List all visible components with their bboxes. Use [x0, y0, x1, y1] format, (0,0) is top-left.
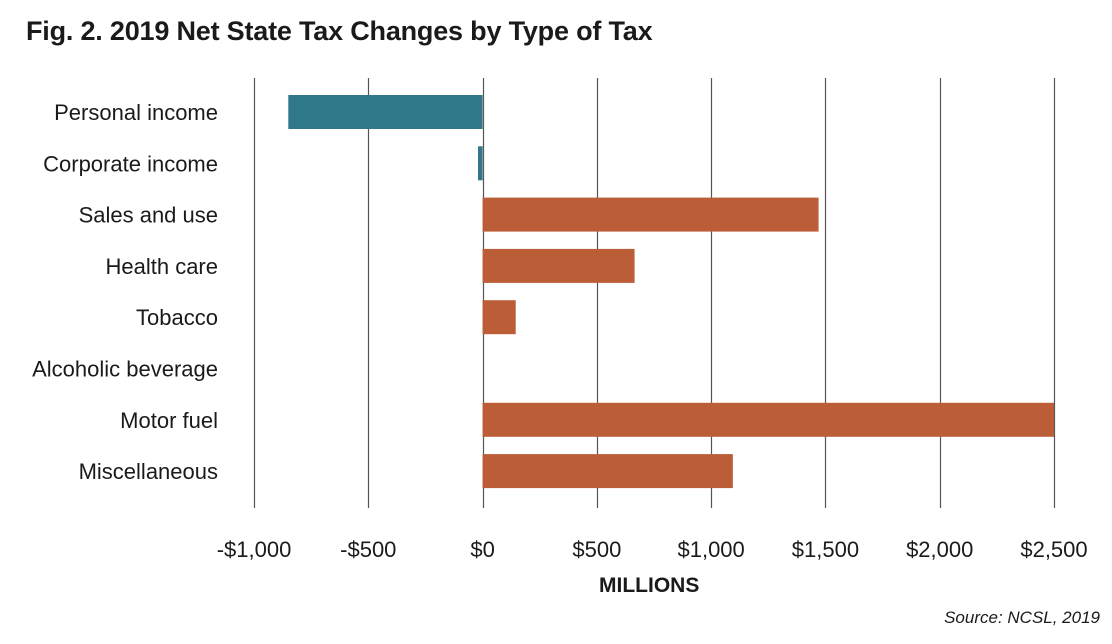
x-tick-label: $1,500	[792, 537, 859, 562]
x-tick-label: $2,000	[906, 537, 973, 562]
category-label: Corporate income	[43, 151, 218, 176]
source-note: Source: NCSL, 2019	[944, 608, 1100, 627]
bar-personal-income	[288, 95, 483, 129]
x-tick-label: $1,000	[677, 537, 744, 562]
category-label: Tobacco	[136, 305, 218, 330]
bar-sales-and-use	[482, 197, 819, 232]
chart-title: Fig. 2. 2019 Net State Tax Changes by Ty…	[26, 16, 653, 46]
x-tick-label: -$1,000	[217, 537, 292, 562]
bar-miscellaneous	[482, 454, 733, 489]
x-axis-label-text: MILLIONS	[599, 574, 700, 597]
category-label: Alcoholic beverage	[32, 357, 218, 382]
x-axis-label: MILLIONS	[0, 574, 1112, 598]
x-tick-label: $500	[572, 537, 621, 562]
category-label: Sales and use	[79, 203, 218, 228]
x-tick-label: $0	[470, 537, 494, 562]
bars	[288, 95, 1055, 489]
gridlines	[253, 78, 1056, 508]
category-label: Miscellaneous	[79, 459, 218, 484]
category-label: Personal income	[54, 100, 218, 125]
category-label: Motor fuel	[120, 408, 218, 433]
bar-motor-fuel	[482, 402, 1055, 437]
bar-tobacco	[482, 300, 516, 335]
x-tick-labels: -$1,000 -$500 $0 $500 $1,000 $1,500 $2,000 $2,5…	[217, 537, 1088, 562]
category-labels: Personal income Corporate income Sales and…	[32, 100, 218, 484]
category-label: Health care	[105, 254, 218, 279]
bar-health-care	[482, 248, 635, 283]
x-tick-label: -$500	[340, 537, 396, 562]
x-tick-label: $2,500	[1020, 537, 1087, 562]
bar-corporate-income	[478, 146, 483, 181]
